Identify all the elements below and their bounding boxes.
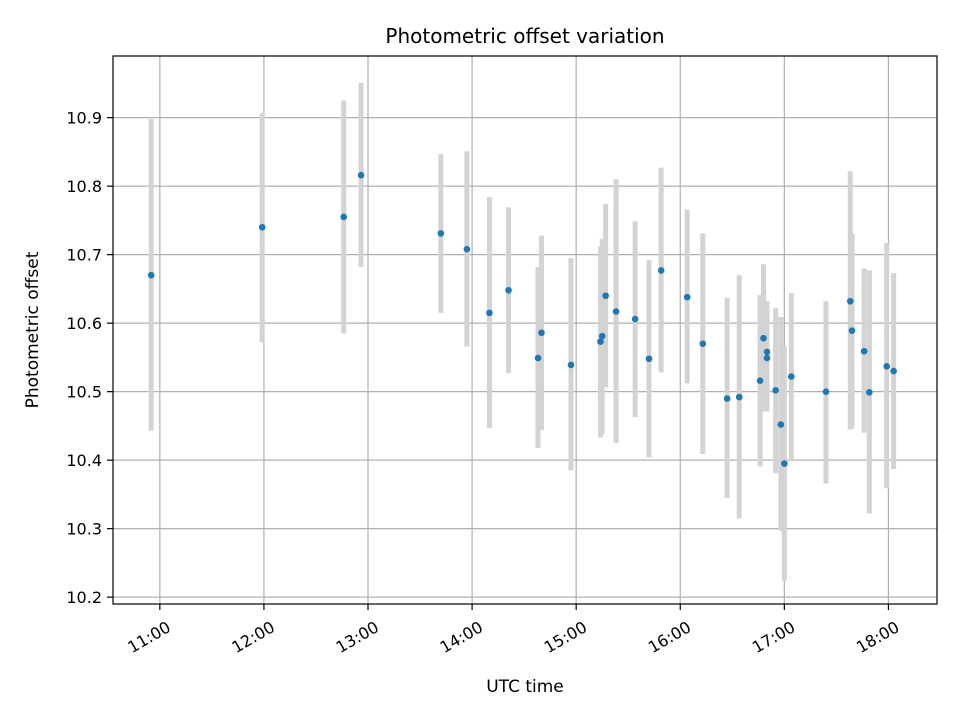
data-point bbox=[505, 286, 512, 294]
data-point bbox=[258, 223, 266, 231]
data-point bbox=[340, 213, 348, 221]
data-point bbox=[756, 377, 764, 384]
data-point bbox=[699, 340, 707, 348]
data-point bbox=[598, 332, 606, 340]
data-point bbox=[645, 355, 653, 363]
x-tick-label: 13:00 bbox=[333, 617, 382, 657]
y-tick-label: 10.9 bbox=[66, 109, 102, 128]
chart-title: Photometric offset variation bbox=[385, 24, 664, 48]
data-point bbox=[763, 354, 771, 362]
data-point bbox=[597, 338, 604, 345]
data-point bbox=[612, 308, 620, 315]
data-point bbox=[760, 334, 767, 342]
data-point bbox=[866, 389, 873, 396]
x-tick-label: 17:00 bbox=[749, 617, 798, 657]
data-point bbox=[534, 354, 542, 362]
data-point bbox=[147, 271, 155, 279]
data-point bbox=[437, 230, 445, 237]
y-tick-label: 10.3 bbox=[66, 520, 102, 539]
y-tick-label: 10.5 bbox=[66, 383, 102, 402]
data-point bbox=[787, 373, 795, 380]
data-point bbox=[602, 292, 609, 300]
data-point bbox=[567, 361, 575, 369]
y-tick-label: 10.8 bbox=[66, 177, 102, 196]
data-point bbox=[723, 395, 731, 402]
data-point bbox=[357, 171, 365, 179]
y-tick-label: 10.2 bbox=[66, 588, 102, 607]
data-point bbox=[860, 347, 868, 355]
data-point bbox=[486, 309, 493, 317]
data-point bbox=[735, 393, 743, 401]
x-tick-label: 11:00 bbox=[124, 617, 173, 657]
data-point bbox=[772, 386, 779, 394]
data-point bbox=[781, 460, 788, 467]
data-point bbox=[538, 329, 545, 337]
plot-frame bbox=[112, 55, 938, 605]
data-points bbox=[147, 171, 897, 467]
y-axis-label: Photometric offset bbox=[23, 251, 43, 408]
x-tick-label: 16:00 bbox=[645, 617, 694, 657]
data-point bbox=[777, 421, 785, 428]
y-tick-label: 10.6 bbox=[66, 314, 102, 333]
error-bars bbox=[148, 82, 897, 581]
x-tick-label: 12:00 bbox=[228, 617, 277, 657]
data-point bbox=[822, 388, 830, 395]
data-point bbox=[763, 348, 771, 356]
grid-layer bbox=[113, 56, 937, 604]
x-axis-label: UTC time bbox=[486, 677, 564, 697]
data-point bbox=[846, 297, 854, 305]
data-point bbox=[463, 245, 471, 253]
data-point bbox=[848, 327, 856, 334]
x-tick-label: 14:00 bbox=[437, 617, 486, 657]
data-point bbox=[883, 363, 890, 370]
x-tick-label: 15:00 bbox=[541, 617, 590, 657]
y-tick-label: 10.4 bbox=[66, 451, 102, 470]
data-point bbox=[890, 367, 897, 375]
data-point bbox=[683, 293, 691, 301]
x-tick-label: 18:00 bbox=[853, 617, 902, 657]
data-point bbox=[657, 267, 665, 274]
data-point bbox=[631, 315, 639, 323]
y-tick-label: 10.7 bbox=[66, 246, 102, 265]
